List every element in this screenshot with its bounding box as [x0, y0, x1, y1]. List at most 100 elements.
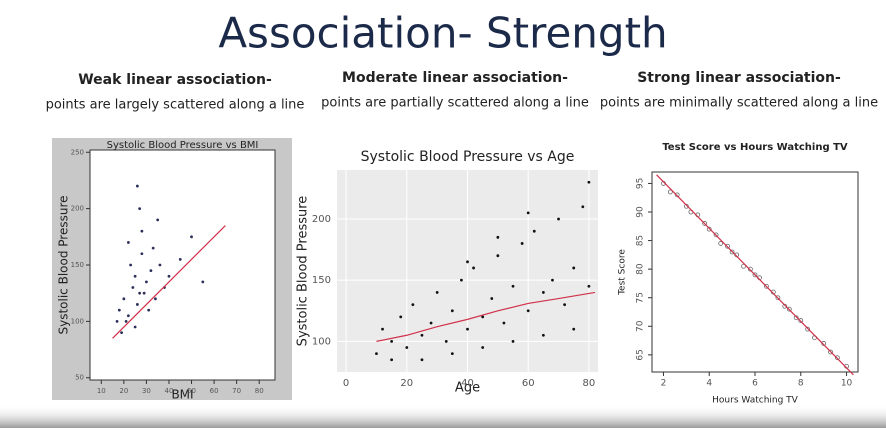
point	[450, 309, 454, 313]
x-axis-label: Age	[455, 381, 480, 396]
point	[429, 321, 433, 325]
point	[587, 284, 591, 288]
point	[798, 318, 804, 323]
point	[563, 303, 567, 307]
plot-area	[89, 149, 276, 381]
y-axis-label: Systolic Blood Pressure	[57, 195, 71, 334]
bottom-shade	[0, 405, 886, 428]
x-tick-label: 6	[752, 379, 758, 389]
x-tick-label: 2	[661, 379, 667, 389]
point	[713, 232, 719, 238]
point	[444, 339, 448, 343]
fit-line	[376, 291, 596, 342]
x-axis-label: Hours Watching TV	[712, 396, 799, 406]
point	[702, 221, 708, 226]
x-tick-label: 40	[461, 378, 474, 389]
point	[140, 229, 144, 233]
x-tick-label: 4	[706, 379, 712, 389]
point	[133, 274, 137, 278]
x-tick-label: 60	[522, 378, 535, 389]
point	[741, 263, 746, 269]
point	[786, 306, 792, 312]
point	[828, 349, 833, 355]
point	[154, 297, 157, 301]
x-tick-label: 40	[165, 387, 174, 395]
x-tick-label: 10	[841, 379, 853, 389]
point	[551, 278, 554, 282]
column-heading: Moderate linear association-	[342, 70, 568, 86]
point	[151, 246, 155, 250]
y-tick-label: 100	[312, 336, 331, 347]
point	[375, 352, 378, 356]
y-tick-label: 95	[636, 178, 646, 189]
point	[450, 352, 454, 356]
point	[490, 297, 494, 300]
point	[706, 226, 712, 232]
point	[835, 355, 840, 361]
fit-line	[112, 225, 226, 339]
point	[748, 266, 753, 272]
x-tick-label: 80	[583, 378, 596, 389]
x-tick-label: 50	[187, 387, 196, 395]
point	[411, 303, 415, 307]
point	[178, 257, 182, 261]
point	[764, 283, 769, 289]
column-subheading: points are partially scattered along a l…	[321, 96, 589, 111]
chart-title: Systolic Blood Pressure vs Age	[361, 149, 575, 165]
x-tick-label: 10	[97, 387, 106, 395]
point	[466, 327, 469, 331]
point	[420, 333, 424, 337]
point	[752, 272, 758, 278]
point	[481, 346, 485, 349]
point	[190, 235, 193, 239]
point	[460, 278, 463, 282]
y-tick-label: 90	[636, 206, 646, 218]
point	[725, 243, 730, 249]
point	[158, 263, 162, 267]
chart-title: Test Score vs Hours Watching TV	[662, 142, 848, 153]
point	[140, 252, 144, 256]
point	[775, 295, 781, 301]
point	[541, 333, 545, 337]
point	[147, 308, 151, 312]
x-tick-label: 8	[798, 379, 804, 389]
point	[156, 218, 160, 222]
column-subheading: points are minimally scattered along a l…	[600, 96, 878, 111]
slide-title: Association- Strength	[218, 9, 667, 58]
x-tick-label: 70	[232, 387, 241, 395]
column-heading: Weak linear association-	[78, 72, 272, 88]
y-axis-label: Systolic Blood Pressure	[296, 196, 311, 347]
point	[122, 297, 126, 301]
point	[532, 229, 536, 233]
point	[511, 339, 515, 343]
x-axis-label: BMI	[171, 388, 193, 402]
point	[138, 291, 142, 295]
point	[145, 280, 148, 284]
fit-line	[656, 174, 854, 376]
y-tick-label: 50	[75, 374, 84, 382]
point	[115, 319, 119, 323]
point	[572, 266, 576, 270]
point	[117, 308, 121, 312]
point	[435, 291, 439, 294]
point	[126, 314, 130, 318]
x-tick-label: 30	[142, 387, 151, 395]
point	[729, 249, 735, 255]
point	[390, 339, 394, 343]
point	[124, 319, 128, 323]
x-tick-label: 0	[343, 378, 349, 389]
y-tick-label: 75	[636, 292, 646, 303]
point	[520, 242, 524, 245]
point	[667, 189, 673, 195]
point	[399, 315, 403, 319]
point	[581, 205, 585, 209]
point	[135, 184, 139, 188]
point	[572, 327, 576, 331]
point	[587, 180, 591, 184]
x-tick-label: 60	[210, 387, 219, 395]
point	[496, 235, 500, 239]
x-tick-label: 80	[255, 387, 264, 395]
point	[149, 269, 153, 273]
column-heading: Strong linear association-	[637, 70, 841, 86]
point	[133, 325, 137, 329]
